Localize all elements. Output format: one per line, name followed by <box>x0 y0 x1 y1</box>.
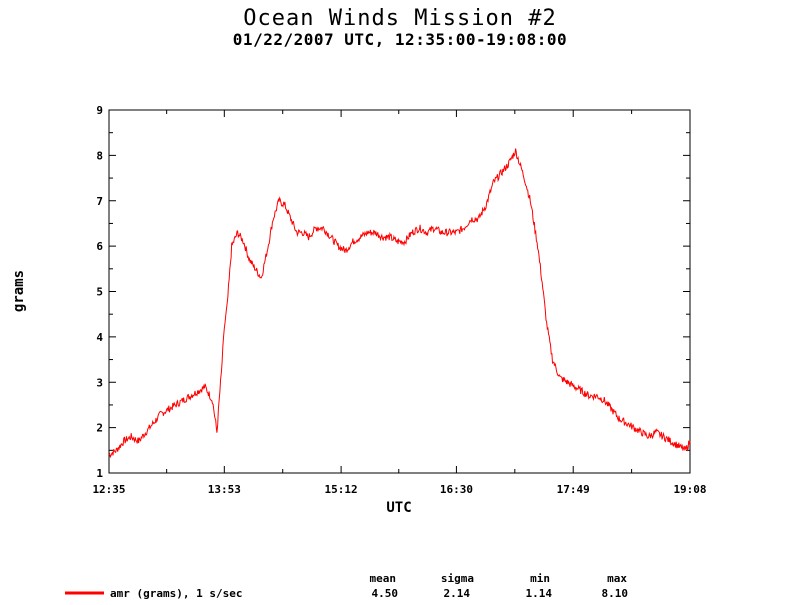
x-axis-label: UTC <box>386 500 411 516</box>
y-tick-label: 9 <box>96 104 103 117</box>
chart-title: Ocean Winds Mission #2 <box>243 6 557 31</box>
y-tick-label: 8 <box>96 149 103 162</box>
stat-value-max: 8.10 <box>602 587 629 600</box>
y-ticks: 1 2 3 4 5 6 7 8 9 <box>96 104 690 480</box>
stat-header-sigma: sigma <box>441 572 474 585</box>
stat-header-min: min <box>530 572 550 585</box>
chart-subtitle: 01/22/2007 UTC, 12:35:00-19:08:00 <box>232 30 568 49</box>
y-tick-label: 2 <box>96 422 103 435</box>
x-ticks: 12:35 13:53 15:12 16:30 17:49 19:08 <box>92 110 707 496</box>
x-tick-label: 17:49 <box>557 483 590 496</box>
y-axis-label: grams <box>11 270 27 312</box>
stat-header-mean: mean <box>370 572 397 585</box>
x-tick-label: 15:12 <box>325 483 358 496</box>
x-tick-label: 13:53 <box>208 483 241 496</box>
x-tick-label: 16:30 <box>440 483 473 496</box>
y-tick-label: 5 <box>96 286 103 299</box>
stat-value-sigma: 2.14 <box>444 587 471 600</box>
stat-header-max: max <box>607 572 627 585</box>
stat-value-min: 1.14 <box>526 587 553 600</box>
stats-table: mean sigma min max 4.50 2.14 1.14 8.10 <box>370 572 629 600</box>
stat-value-mean: 4.50 <box>372 587 399 600</box>
y-tick-label: 7 <box>96 195 103 208</box>
y-tick-label: 3 <box>96 376 103 389</box>
y-tick-label: 6 <box>96 240 103 253</box>
x-tick-label: 12:35 <box>92 483 125 496</box>
legend: amr (grams), 1 s/sec <box>65 587 242 600</box>
x-tick-label: 19:08 <box>673 483 706 496</box>
series-line-amr <box>108 148 691 459</box>
y-tick-label: 4 <box>96 331 103 344</box>
plot-frame <box>108 109 691 474</box>
legend-label: amr (grams), 1 s/sec <box>110 587 242 600</box>
y-tick-label: 1 <box>96 467 103 480</box>
